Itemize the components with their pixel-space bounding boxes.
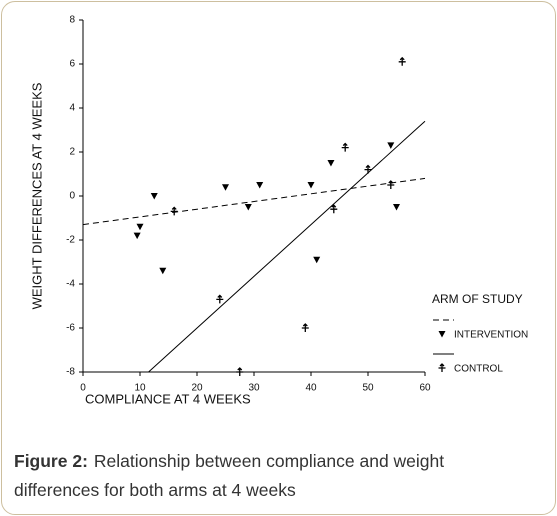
point	[244, 204, 252, 211]
y-tick-label: -2	[66, 235, 75, 246]
x-tick-label: 20	[191, 383, 203, 394]
fit-line	[148, 120, 426, 373]
x-tick-label: 60	[419, 383, 431, 394]
x-tick-label: 40	[305, 383, 317, 394]
point	[387, 180, 395, 189]
legend-title: ARM OF STUDY	[432, 292, 523, 306]
chart: WEIGHT DIFFERENCES AT 4 WEEKS COMPLIANCE…	[29, 15, 528, 407]
fit-line	[82, 177, 426, 226]
caption-label: Figure 2:	[14, 451, 88, 471]
point	[387, 142, 395, 149]
x-tick-label: 10	[134, 383, 146, 394]
point	[364, 164, 372, 174]
y-tick-label: -6	[66, 323, 75, 334]
y-tick-label: 0	[69, 191, 75, 202]
caption: Figure 2: Relationship between compliance…	[14, 447, 549, 505]
point	[330, 204, 338, 214]
point	[216, 294, 224, 304]
legend-marker	[438, 331, 446, 338]
point	[170, 206, 178, 216]
x-axis-label: COMPLIANCE AT 4 WEEKS	[85, 391, 251, 406]
point	[398, 56, 406, 66]
y-tick-label: -4	[66, 279, 75, 290]
point	[256, 182, 264, 189]
point	[236, 367, 244, 376]
caption-text: differences for both arms at 4 weeks	[14, 480, 296, 500]
legend-marker	[438, 363, 446, 372]
y-tick-label: 2	[69, 147, 75, 158]
y-tick-label: 4	[69, 103, 75, 114]
point	[222, 184, 229, 191]
point	[313, 256, 321, 264]
x-tick-label: 30	[248, 383, 260, 394]
point	[159, 267, 167, 275]
point	[327, 160, 335, 167]
y-tick-label: 8	[69, 15, 75, 26]
caption-text: Relationship between compliance and weig…	[93, 451, 445, 471]
y-tick-label: -8	[66, 367, 75, 378]
y-tick-label: 6	[69, 59, 75, 70]
point	[133, 232, 141, 240]
y-axis-label: WEIGHT DIFFERENCES AT 4 WEEKS	[29, 82, 44, 309]
point	[136, 223, 144, 231]
legend-label: INTERVENTION	[454, 330, 528, 341]
point	[341, 142, 349, 152]
x-tick-label: 50	[362, 383, 374, 394]
point	[150, 193, 158, 200]
legend-label: CONTROL	[454, 364, 503, 375]
point	[393, 204, 400, 211]
point	[301, 323, 309, 332]
x-tick-label: 0	[80, 383, 86, 394]
point	[307, 182, 315, 189]
